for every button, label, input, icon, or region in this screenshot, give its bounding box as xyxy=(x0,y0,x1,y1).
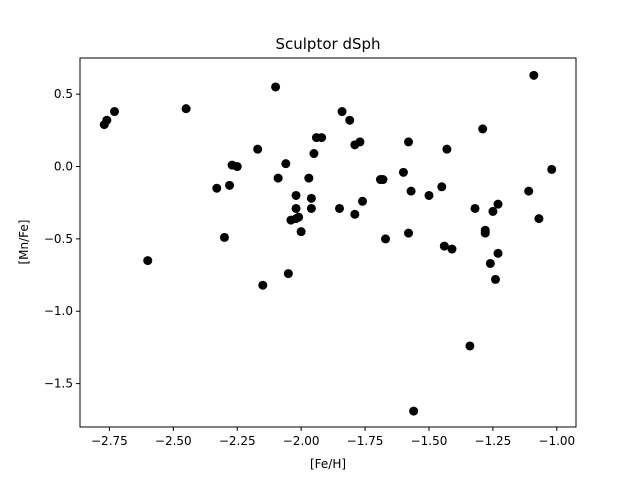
data-point xyxy=(143,256,153,266)
data-point xyxy=(219,232,229,242)
plot-frame xyxy=(79,57,577,428)
data-point xyxy=(404,137,414,147)
data-points xyxy=(99,70,557,416)
data-point xyxy=(309,149,319,159)
data-point xyxy=(296,227,306,237)
data-point xyxy=(437,182,447,192)
data-point xyxy=(480,228,490,238)
data-point xyxy=(534,214,544,224)
data-point xyxy=(345,115,355,125)
data-point xyxy=(232,162,242,172)
data-point xyxy=(490,274,500,284)
data-point xyxy=(110,107,120,117)
data-point xyxy=(424,190,434,200)
data-point xyxy=(355,137,365,147)
x-tick-label: −1.75 xyxy=(347,434,384,448)
data-point xyxy=(317,133,327,143)
x-tick-label: −1.00 xyxy=(538,434,575,448)
data-point xyxy=(529,70,539,80)
data-point xyxy=(409,406,419,416)
x-tick-label: −2.50 xyxy=(155,434,192,448)
data-point xyxy=(291,203,301,213)
data-point xyxy=(447,244,457,254)
data-point xyxy=(181,104,191,114)
data-point xyxy=(350,209,360,219)
data-point xyxy=(102,115,112,125)
data-point xyxy=(493,248,503,258)
data-point xyxy=(304,173,314,183)
data-point xyxy=(547,164,557,174)
data-point xyxy=(381,234,391,244)
data-point xyxy=(439,241,449,251)
data-point xyxy=(306,203,316,213)
y-tick-label: 0.0 xyxy=(54,160,73,174)
data-point xyxy=(283,269,293,279)
data-point xyxy=(291,190,301,200)
x-tick-label: −1.25 xyxy=(475,434,512,448)
data-point xyxy=(493,199,503,209)
data-point xyxy=(485,258,495,268)
data-point xyxy=(225,180,235,190)
data-point xyxy=(273,173,283,183)
data-point xyxy=(442,144,452,154)
data-point xyxy=(294,212,304,222)
data-point xyxy=(281,159,291,169)
y-tick-label: −1.5 xyxy=(44,377,73,391)
chart-title: Sculptor dSph xyxy=(275,35,380,53)
y-tick-label: −1.0 xyxy=(44,304,73,318)
data-point xyxy=(271,82,281,92)
x-tick-label: −2.25 xyxy=(219,434,256,448)
data-point xyxy=(212,183,222,193)
data-point xyxy=(253,144,263,154)
y-tick-label: 0.5 xyxy=(54,87,73,101)
x-tick-label: −2.75 xyxy=(91,434,128,448)
x-tick-label: −1.50 xyxy=(411,434,448,448)
data-point xyxy=(306,193,316,203)
data-point xyxy=(335,203,345,213)
x-axis: −2.75 −2.50 −2.25 −2.00 −1.75 −1.50 −1.25 −1.00 xyxy=(91,427,575,448)
data-point xyxy=(488,206,498,216)
y-tick-label: −0.5 xyxy=(44,232,73,246)
y-axis: 0.5 0.0 −0.5 −1.0 −1.5 xyxy=(44,87,80,391)
data-point xyxy=(478,124,488,134)
y-axis-label: [Mn/Fe] xyxy=(17,220,31,265)
data-point xyxy=(258,280,268,290)
data-point xyxy=(470,203,480,213)
data-point xyxy=(378,175,388,185)
data-point xyxy=(406,186,416,196)
data-point xyxy=(404,228,414,238)
data-point xyxy=(398,167,408,177)
data-point xyxy=(524,186,534,196)
x-tick-label: −2.00 xyxy=(283,434,320,448)
data-point xyxy=(358,196,368,206)
data-point xyxy=(465,341,475,351)
data-point xyxy=(337,107,347,117)
x-axis-label: [Fe/H] xyxy=(310,457,346,471)
